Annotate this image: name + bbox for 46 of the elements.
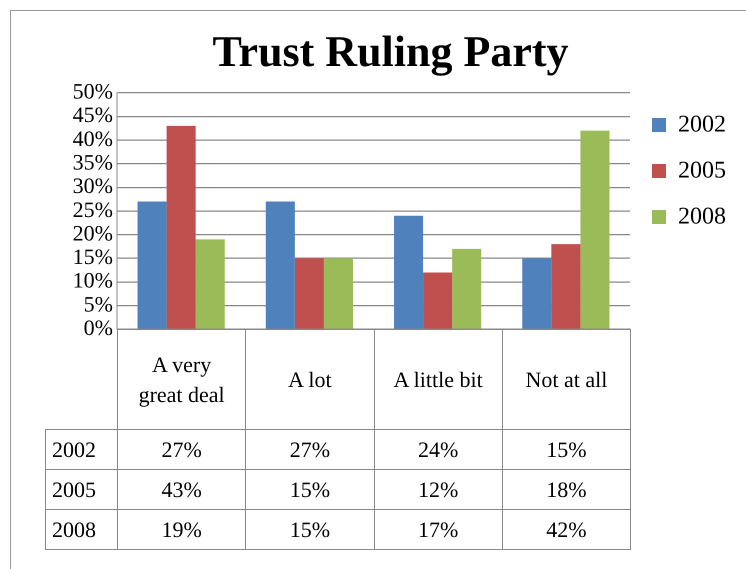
text: 2002 — [52, 436, 96, 462]
data-label: 43% — [118, 470, 246, 510]
legend-label: 2008 — [678, 203, 726, 230]
y-tick-label: 30% — [72, 173, 113, 198]
bar — [423, 272, 452, 329]
y-tick-label: 10% — [72, 268, 113, 293]
text: 2005 — [52, 476, 96, 502]
bar — [324, 258, 353, 329]
bar — [452, 248, 482, 329]
bar — [580, 130, 610, 329]
y-tick-label: 0% — [84, 314, 113, 340]
bar — [394, 216, 424, 329]
y-tick-label: 40% — [72, 126, 113, 151]
data-label: 15% — [246, 470, 374, 510]
data-label: 27% — [118, 430, 246, 470]
chart-title: Trust Ruling Party — [212, 26, 569, 76]
bar — [138, 202, 167, 329]
bar — [166, 126, 196, 329]
y-tick-label: 5% — [84, 291, 113, 316]
bar — [294, 258, 324, 329]
x-tick-label: A lot — [246, 330, 374, 430]
data-label: 19% — [118, 510, 246, 550]
bar — [522, 258, 552, 329]
data-label: 18% — [502, 470, 630, 510]
data-label: 12% — [374, 470, 502, 510]
y-tick-label: 35% — [72, 150, 113, 174]
data-label: 27% — [246, 430, 374, 470]
y-tick-label: 25% — [72, 196, 113, 222]
x-tick-label: A very great deal — [118, 330, 246, 430]
data-label: 17% — [374, 510, 502, 550]
y-tick-label: 15% — [72, 244, 113, 270]
legend-label: 2005 — [678, 157, 726, 184]
x-tick-label: A little bit — [374, 330, 502, 430]
data-label: 15% — [246, 510, 374, 550]
y-tick-label: 50% — [72, 78, 113, 104]
bar — [266, 202, 295, 329]
bar — [196, 239, 225, 329]
y-tick-label: 20% — [72, 220, 113, 246]
y-tick-label: 45% — [72, 102, 113, 128]
bar — [551, 244, 580, 329]
text: 2008 — [52, 516, 96, 542]
data-label: 24% — [374, 430, 502, 470]
legend-label: 2002 — [678, 111, 726, 138]
data-label: 42% — [502, 510, 630, 550]
data-label: 15% — [502, 430, 630, 470]
x-tick-label: Not at all — [502, 330, 630, 430]
